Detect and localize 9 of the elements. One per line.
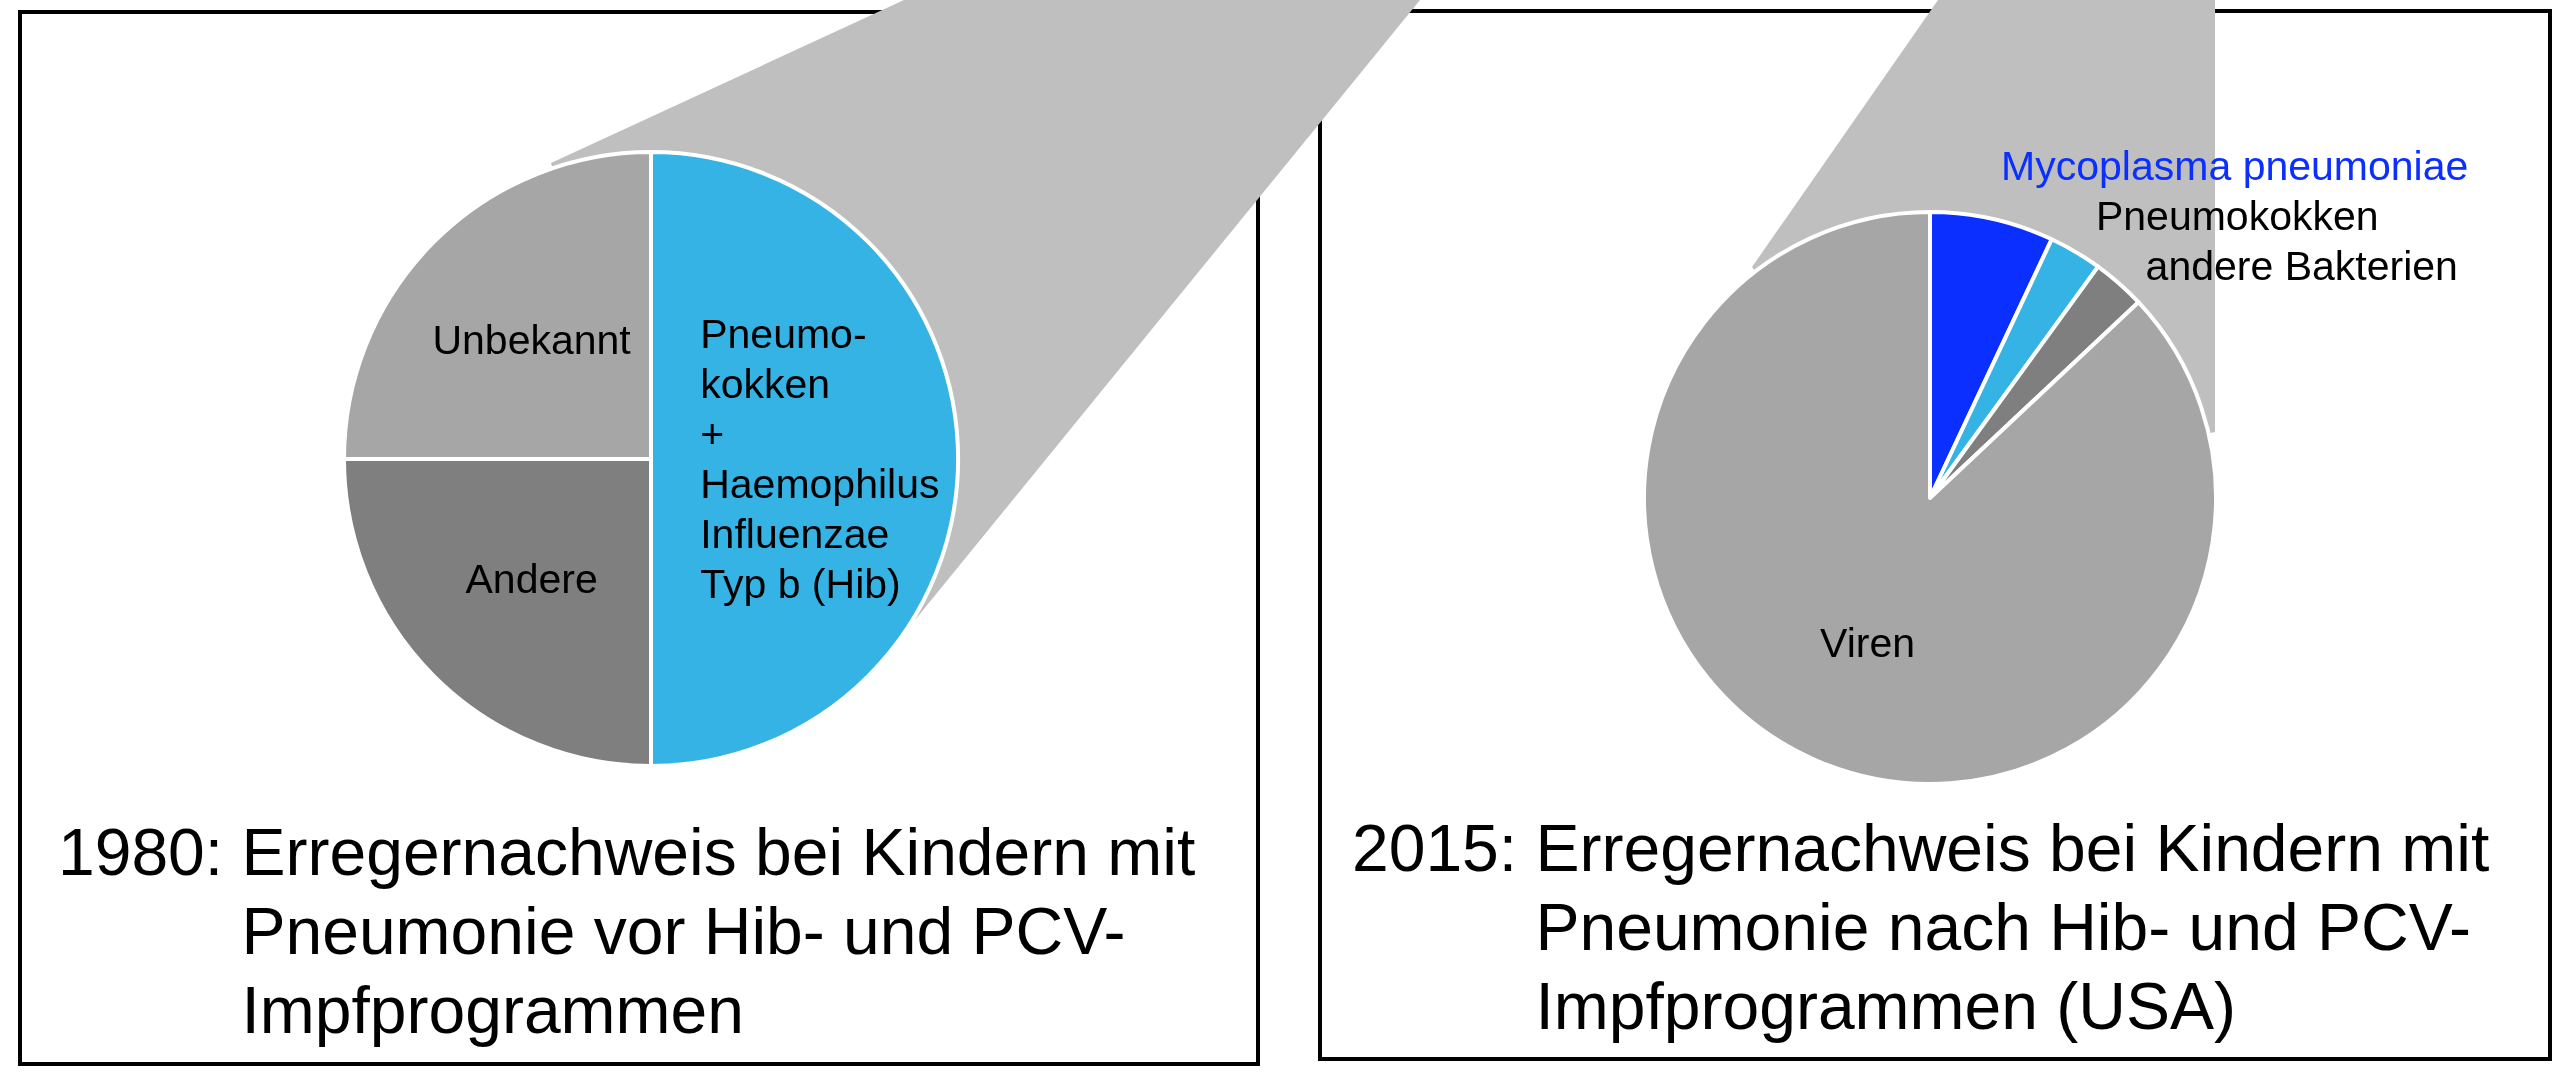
slice-label: Andere [465,555,598,602]
slice-label: Mycoplasma pneumoniae [2001,142,2469,189]
text: 1980: Erregernachweis bei Kindern mit Pneumonie vor Hib- und PCV- Impfprogrammen [58,815,1196,1047]
text: 2015: Erregernachweis bei Kindern mit Pneumonie nach Hib- und PCV- Impfprogrammen (USA) [1352,811,2490,1043]
slice-label: Pneumo- kokken + Haemophilus Influenzae Typ b (Hib) [700,311,940,608]
slice-label: Unbekannt [432,316,632,363]
slice-label: Viren [1820,619,1916,666]
slice-label: Pneumokokken [2095,192,2379,239]
slice-label: andere Bakterien [2145,242,2458,289]
